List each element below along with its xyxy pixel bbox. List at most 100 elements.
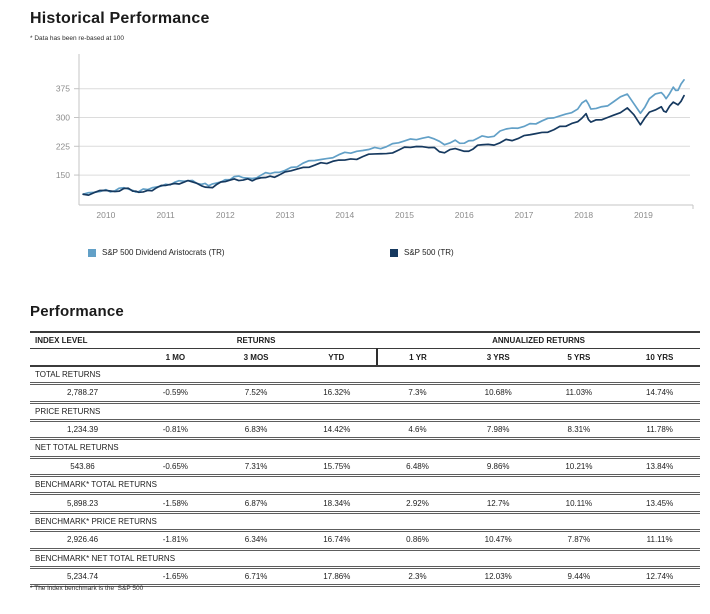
values-row: 543.86 -0.65% 7.31% 15.75% 6.48% 9.86% 10.21% 1…	[30, 457, 700, 478]
col-group-annualized-returns: ANNUALIZED RETURNS	[377, 332, 700, 350]
performance-table: INDEX LEVEL RETURNS ANNUALIZED RETURNS 1…	[30, 331, 700, 588]
subheader-1-mo: 1 MO	[135, 348, 216, 367]
value-cell: 543.86	[30, 457, 136, 478]
section-row: BENCHMARK* NET TOTAL RETURNS	[30, 549, 700, 569]
rebase-note: * Data has been re-based at 100	[30, 35, 124, 42]
subheader-3-mos: 3 MOS	[215, 348, 297, 367]
value-cell: 4.6%	[377, 420, 458, 441]
x-tick-label: 2018	[574, 210, 593, 220]
value-cell: 10.11%	[538, 493, 620, 514]
subheader-ytd: YTD	[296, 348, 378, 367]
value-cell: 12.03%	[457, 567, 539, 588]
value-cell: -0.65%	[135, 457, 216, 478]
x-tick-label: 2019	[634, 210, 653, 220]
value-cell: 10.47%	[457, 530, 539, 551]
value-cell: 9.44%	[538, 567, 620, 588]
legend-label-aristocrats: S&P 500 Dividend Aristocrats (TR)	[102, 248, 225, 257]
value-cell: 14.74%	[619, 383, 700, 404]
section-label: NET TOTAL RETURNS	[30, 438, 700, 459]
col-group-returns: RETURNS	[135, 332, 378, 350]
value-cell: 12.74%	[619, 567, 700, 588]
value-cell: 6.34%	[215, 530, 297, 551]
x-tick-label: 2012	[216, 210, 235, 220]
col-group-index-level: INDEX LEVEL	[30, 332, 136, 350]
value-cell: -0.59%	[135, 383, 216, 404]
y-tick-label: 375	[56, 84, 70, 94]
values-row: 2,788.27 -0.59% 7.52% 16.32% 7.3% 10.68% 11.03…	[30, 383, 700, 404]
series-aristocrats-line	[82, 79, 685, 196]
benchmark-footnote: * The index benchmark is the S&P 500	[30, 585, 144, 592]
x-tick-label: 2017	[514, 210, 533, 220]
aristocrats-swatch-icon	[88, 248, 96, 257]
value-cell: 13.84%	[619, 457, 700, 478]
section-row: NET TOTAL RETURNS	[30, 438, 700, 459]
value-cell: 8.31%	[538, 420, 620, 441]
value-cell: 7.3%	[377, 383, 458, 404]
sp500-swatch-icon	[390, 248, 398, 257]
x-tick-label: 2013	[276, 210, 295, 220]
value-cell: 16.74%	[296, 530, 378, 551]
value-cell: 6.48%	[377, 457, 458, 478]
value-cell: 9.86%	[457, 457, 539, 478]
value-cell: 2,788.27	[30, 383, 136, 404]
section-label: BENCHMARK* NET TOTAL RETURNS	[30, 549, 700, 569]
value-cell: -1.58%	[135, 493, 216, 514]
section-label: BENCHMARK* PRICE RETURNS	[30, 512, 700, 533]
value-cell: 15.75%	[296, 457, 378, 478]
value-cell: 14.42%	[296, 420, 378, 441]
value-cell: 7.31%	[215, 457, 297, 478]
value-cell: 16.32%	[296, 383, 378, 404]
section-label: PRICE RETURNS	[30, 402, 700, 422]
value-cell: 11.11%	[619, 530, 700, 551]
table-subheader-row: 1 MO 3 MOS YTD 1 YR 3 YRS 5 YRS 10 YRS	[30, 348, 700, 367]
value-cell: 11.78%	[619, 420, 700, 441]
x-tick-label: 2016	[455, 210, 474, 220]
values-row: 5,898.23 -1.58% 6.87% 18.34% 2.92% 12.7% 10.11…	[30, 493, 700, 514]
value-cell: 2.3%	[377, 567, 458, 588]
value-cell: 0.86%	[377, 530, 458, 551]
y-tick-label: 300	[56, 112, 70, 122]
value-cell: 6.83%	[215, 420, 297, 441]
value-cell: 11.03%	[538, 383, 620, 404]
value-cell: 10.21%	[538, 457, 620, 478]
chart-legend: S&P 500 Dividend Aristocrats (TR) S&P 50…	[0, 248, 710, 262]
y-tick-label: 225	[56, 141, 70, 151]
section-row: BENCHMARK* PRICE RETURNS	[30, 512, 700, 533]
subheader-3-yrs: 3 YRS	[457, 348, 539, 367]
value-cell: -1.65%	[135, 567, 216, 588]
section-label: TOTAL RETURNS	[30, 365, 700, 386]
subheader-5-yrs: 5 YRS	[538, 348, 620, 367]
performance-chart-svg: 150 225 300 375 2010 2011 2012 2013 2014 2015 2016…	[56, 54, 694, 220]
value-cell: 12.7%	[457, 493, 539, 514]
value-cell: 7.52%	[215, 383, 297, 404]
value-cell: 2,926.46	[30, 530, 136, 551]
performance-chart: 150 225 300 375 2010 2011 2012 2013 2014 2015 2016…	[0, 52, 710, 222]
legend-item-sp500: S&P 500 (TR)	[390, 248, 454, 257]
value-cell: 6.71%	[215, 567, 297, 588]
value-cell: 7.87%	[538, 530, 620, 551]
section-row: BENCHMARK* TOTAL RETURNS	[30, 475, 700, 496]
value-cell: -1.81%	[135, 530, 216, 551]
section-label: BENCHMARK* TOTAL RETURNS	[30, 475, 700, 496]
values-row: 2,926.46 -1.81% 6.34% 16.74% 0.86% 10.47% 7.87…	[30, 530, 700, 551]
value-cell: 2.92%	[377, 493, 458, 514]
subheader-1-yr: 1 YR	[376, 348, 458, 367]
x-tick-label: 2010	[96, 210, 115, 220]
legend-item-aristocrats: S&P 500 Dividend Aristocrats (TR)	[88, 248, 225, 257]
series-sp500-line	[82, 94, 685, 196]
section-row: TOTAL RETURNS	[30, 365, 700, 386]
subheader-empty	[30, 348, 136, 367]
values-row: 5,234.74 -1.65% 6.71% 17.86% 2.3% 12.03% 9.44%…	[30, 567, 700, 588]
value-cell: 13.45%	[619, 493, 700, 514]
value-cell: 7.98%	[457, 420, 539, 441]
value-cell: 5,234.74	[30, 567, 136, 588]
value-cell: -0.81%	[135, 420, 216, 441]
historical-performance-title: Historical Performance	[30, 10, 210, 27]
value-cell: 17.86%	[296, 567, 378, 588]
value-cell: 1,234.39	[30, 420, 136, 441]
y-tick-label: 150	[56, 170, 70, 180]
legend-label-sp500: S&P 500 (TR)	[404, 248, 454, 257]
table-group-header-row: INDEX LEVEL RETURNS ANNUALIZED RETURNS	[30, 332, 700, 350]
x-tick-label: 2014	[335, 210, 354, 220]
